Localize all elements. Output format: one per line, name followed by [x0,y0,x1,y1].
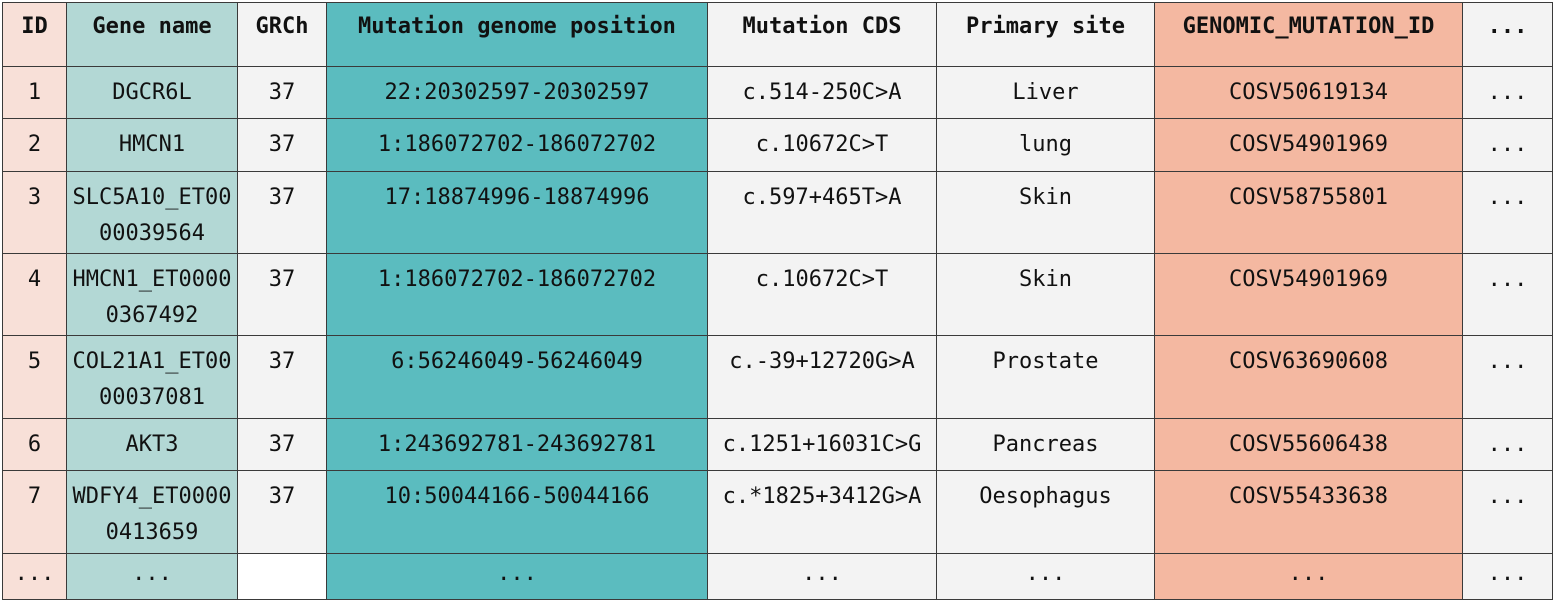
column-header-more: ... [1462,2,1553,67]
cell-mutation-cds: ... [707,552,937,601]
cell-id: 4 [2,253,67,337]
cell-grch: 37 [237,417,327,472]
cell-grch: 37 [237,253,327,337]
cell-id: 3 [2,170,67,255]
cell-more: ... [1462,552,1553,601]
cell-id: 5 [2,335,67,419]
cell-more: ... [1462,170,1553,255]
cell-grch: 37 [237,335,327,419]
cell-gene-name: HMCN1_ET00000367492 [66,253,238,337]
cell-mutation-genome-position: 22:20302597-20302597 [326,65,708,120]
cell-mutation-cds: c.10672C>T [707,118,937,172]
cell-mutation-genome-position: 1:186072702-186072702 [326,253,708,337]
table-row: 5 COL21A1_ET0000037081 37 6:56246049-562… [2,335,1553,419]
cell-genomic-mutation-id: COSV55606438 [1154,417,1463,472]
cell-id: 7 [2,470,67,554]
cell-id: ... [2,552,67,601]
cell-mutation-genome-position: ... [326,552,708,601]
cell-grch [237,552,327,601]
cell-grch: 37 [237,170,327,255]
cell-gene-name: DGCR6L [66,65,238,120]
cell-mutation-cds: c.514-250C>A [707,65,937,120]
column-header-gene-name: Gene name [66,2,238,67]
cell-more: ... [1462,65,1553,120]
cell-gene-name: HMCN1 [66,118,238,172]
table-row-ellipsis: ... ... ... ... ... ... ... [2,552,1553,601]
header-row: ID Gene name GRCh Mutation genome positi… [2,2,1553,67]
cell-gene-name: COL21A1_ET0000037081 [66,335,238,419]
cell-genomic-mutation-id: ... [1154,552,1463,601]
cell-primary-site: Prostate [936,335,1155,419]
cell-primary-site: Liver [936,65,1155,120]
table-row: 3 SLC5A10_ET0000039564 37 17:18874996-18… [2,170,1553,255]
cell-id: 2 [2,118,67,172]
cell-mutation-genome-position: 6:56246049-56246049 [326,335,708,419]
cell-genomic-mutation-id: COSV55433638 [1154,470,1463,554]
cell-primary-site: Skin [936,253,1155,337]
cell-more: ... [1462,470,1553,554]
table-row: 4 HMCN1_ET00000367492 37 1:186072702-186… [2,253,1553,337]
cell-grch: 37 [237,65,327,120]
cell-gene-name: SLC5A10_ET0000039564 [66,170,238,255]
cell-mutation-cds: c.*1825+3412G>A [707,470,937,554]
cell-genomic-mutation-id: COSV58755801 [1154,170,1463,255]
cell-id: 6 [2,417,67,472]
cell-more: ... [1462,118,1553,172]
cell-mutation-genome-position: 17:18874996-18874996 [326,170,708,255]
column-header-mutation-genome-position: Mutation genome position [326,2,708,67]
cell-more: ... [1462,253,1553,337]
cell-genomic-mutation-id: COSV50619134 [1154,65,1463,120]
cell-mutation-genome-position: 10:50044166-50044166 [326,470,708,554]
column-header-id: ID [2,2,67,67]
cell-mutation-cds: c.1251+16031C>G [707,417,937,472]
cell-mutation-cds: c.-39+12720G>A [707,335,937,419]
cell-grch: 37 [237,470,327,554]
cell-genomic-mutation-id: COSV54901969 [1154,253,1463,337]
column-header-mutation-cds: Mutation CDS [707,2,937,67]
table-row: 7 WDFY4_ET00000413659 37 10:50044166-500… [2,470,1553,554]
cell-mutation-cds: c.10672C>T [707,253,937,337]
cell-genomic-mutation-id: COSV54901969 [1154,118,1463,172]
table-row: 2 HMCN1 37 1:186072702-186072702 c.10672… [2,118,1553,172]
cell-gene-name: ... [66,552,238,601]
cell-mutation-cds: c.597+465T>A [707,170,937,255]
cell-gene-name: AKT3 [66,417,238,472]
cell-primary-site: Skin [936,170,1155,255]
cell-mutation-genome-position: 1:186072702-186072702 [326,118,708,172]
cell-mutation-genome-position: 1:243692781-243692781 [326,417,708,472]
cell-more: ... [1462,335,1553,419]
cell-primary-site: Pancreas [936,417,1155,472]
cell-primary-site: ... [936,552,1155,601]
cell-more: ... [1462,417,1553,472]
table-row: 6 AKT3 37 1:243692781-243692781 c.1251+1… [2,417,1553,472]
cell-primary-site: lung [936,118,1155,172]
cell-grch: 37 [237,118,327,172]
table-row: 1 DGCR6L 37 22:20302597-20302597 c.514-2… [2,65,1553,120]
cell-gene-name: WDFY4_ET00000413659 [66,470,238,554]
column-header-grch: GRCh [237,2,327,67]
cell-genomic-mutation-id: COSV63690608 [1154,335,1463,419]
cell-primary-site: Oesophagus [936,470,1155,554]
column-header-primary-site: Primary site [936,2,1155,67]
column-header-genomic-mutation-id: GENOMIC_MUTATION_ID [1154,2,1463,67]
cell-id: 1 [2,65,67,120]
